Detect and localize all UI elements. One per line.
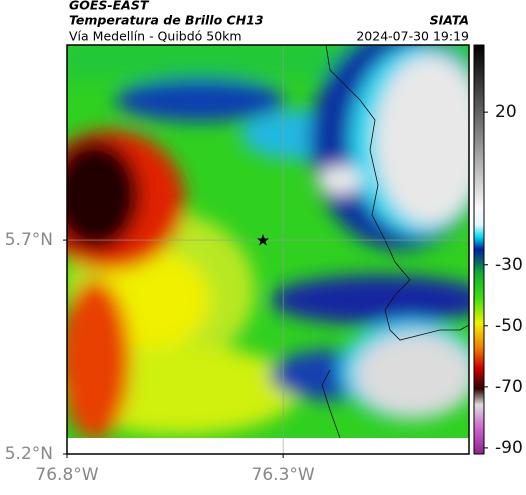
colorbar	[473, 44, 485, 455]
colorbar-tick-label: 20	[495, 102, 517, 122]
x-tick-label: 76.8°W	[35, 465, 98, 485]
y-tick-label: 5.2°N	[5, 444, 53, 464]
colorbar-tick-label: -90	[495, 438, 523, 458]
colorbar-tick-label: -70	[495, 377, 523, 397]
source: GOES-EAST	[69, 0, 150, 13]
datetime: 2024-07-30 19:19	[356, 29, 469, 44]
location-marker	[257, 234, 269, 246]
colorbar-tick-label: -30	[495, 255, 523, 275]
colorbar-tick-label: -50	[495, 316, 523, 336]
route: Vía Medellín - Quibdó 50km	[69, 29, 242, 44]
y-tick-label: 5.7°N	[5, 230, 53, 250]
agency: SIATA	[430, 13, 469, 28]
x-tick-label: 76.3°W	[252, 465, 315, 485]
map-frame	[66, 44, 470, 455]
satellite-image	[67, 45, 469, 454]
product: Temperatura de Brillo CH13	[69, 13, 264, 28]
